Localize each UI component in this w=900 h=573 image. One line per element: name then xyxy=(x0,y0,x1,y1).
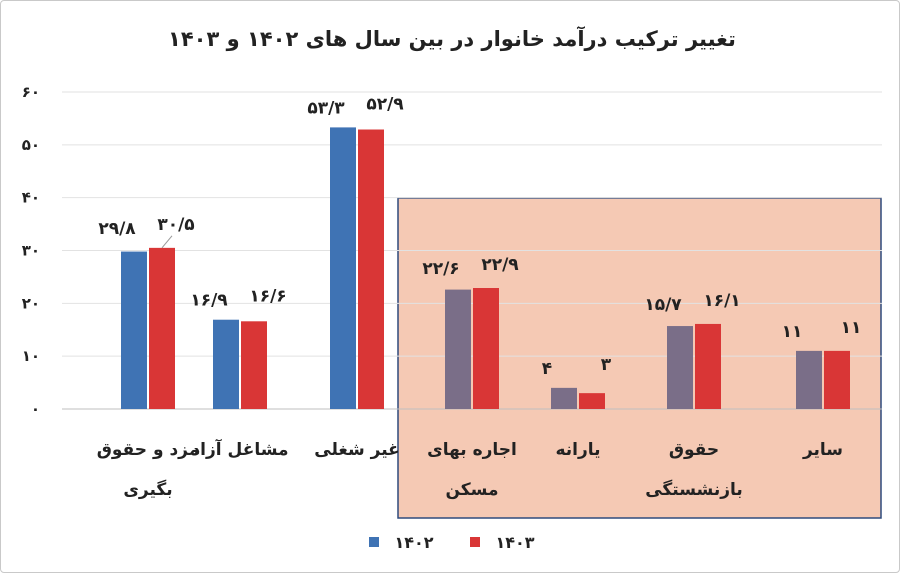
bar-1403 xyxy=(241,321,267,409)
bar-1402 xyxy=(445,289,471,409)
value-label-1402: ۱۵/۷ xyxy=(644,295,682,315)
legend: ۱۴۰۲ ۱۴۰۳ xyxy=(369,533,535,552)
category-label: مزد و حقوق xyxy=(97,440,200,460)
value-label-1402: ۵۳/۳ xyxy=(307,98,345,118)
category-label: بگیری xyxy=(123,479,172,500)
category-label: غیر شغلی xyxy=(314,440,400,460)
value-label-1403: ۳ xyxy=(601,355,612,375)
bar-1403 xyxy=(824,350,850,409)
y-tick-label: ۴۰ xyxy=(22,189,40,207)
y-tick-label: ۲۰ xyxy=(22,294,40,312)
value-label-1403: ۳۰/۵ xyxy=(157,215,194,235)
value-label-1402: ۲۲/۶ xyxy=(422,259,459,279)
bar-1402 xyxy=(330,127,356,410)
legend-swatch xyxy=(470,537,480,547)
bar-1403 xyxy=(473,288,499,409)
legend-swatch xyxy=(369,537,379,547)
y-tick-label: ۶۰ xyxy=(22,83,40,101)
value-label-1402: ۲۹/۸ xyxy=(98,219,136,239)
value-label-1402: ۱۶/۹ xyxy=(190,291,228,311)
y-axis-ticks: ۰ ۱۰ ۲۰ ۳۰ ۴۰ ۵۰ ۶۰ xyxy=(22,83,40,418)
legend-label: ۱۴۰۳ xyxy=(495,533,534,552)
value-label-1403: ۱۱ xyxy=(841,318,862,338)
category-label: مسکن xyxy=(445,480,498,500)
bar-1402 xyxy=(796,350,822,409)
bars xyxy=(121,127,850,410)
bar-1402 xyxy=(667,326,693,409)
data-labels: ۲۹/۸ ۳۰/۵ ۱۶/۹ ۱۶/۶ ۵۳/۳ ۵۲/۹ ۲۲/۶ ۲۲/۹ ۴ ۳ ۱۵/۷ ۱۶… xyxy=(98,94,861,378)
category-label: یارانه xyxy=(555,440,600,460)
bar-1403 xyxy=(358,129,384,410)
category-label: حقوق xyxy=(669,440,719,460)
category-label: سایر xyxy=(802,440,843,460)
category-label: بازنشستگی xyxy=(645,479,743,500)
grid-layer xyxy=(62,91,882,410)
bar-1402 xyxy=(213,319,239,409)
category-labels: مزد و حقوق بگیری مشاغل آزاد غیر شغلی اجاره ب… xyxy=(97,438,843,500)
bar-1403 xyxy=(149,247,175,409)
value-label-1402: ۴ xyxy=(542,359,552,379)
value-label-1403: ۱۶/۱ xyxy=(703,291,740,311)
legend-label: ۱۴۰۲ xyxy=(394,533,433,552)
category-label: اجاره بهای xyxy=(427,440,517,460)
leader-line xyxy=(161,235,173,249)
bar-1402 xyxy=(551,387,577,409)
category-label: مشاغل آزاد xyxy=(191,438,288,460)
value-label-1403: ۵۲/۹ xyxy=(366,94,404,114)
chart-title: تغییر ترکیب درآمد خانوار در بین سال های … xyxy=(168,26,736,51)
value-label-1403: ۱۶/۶ xyxy=(249,287,286,307)
y-tick-label: ۵۰ xyxy=(22,136,40,154)
value-label-1402: ۱۱ xyxy=(782,322,803,342)
y-tick-label: ۳۰ xyxy=(22,242,40,260)
bar-1402 xyxy=(121,251,147,409)
bar-1403 xyxy=(695,323,721,409)
bar-1403 xyxy=(579,393,605,409)
value-label-1403: ۲۲/۹ xyxy=(481,255,519,275)
y-tick-label: ۰ xyxy=(31,400,40,418)
y-tick-label: ۱۰ xyxy=(22,347,40,365)
